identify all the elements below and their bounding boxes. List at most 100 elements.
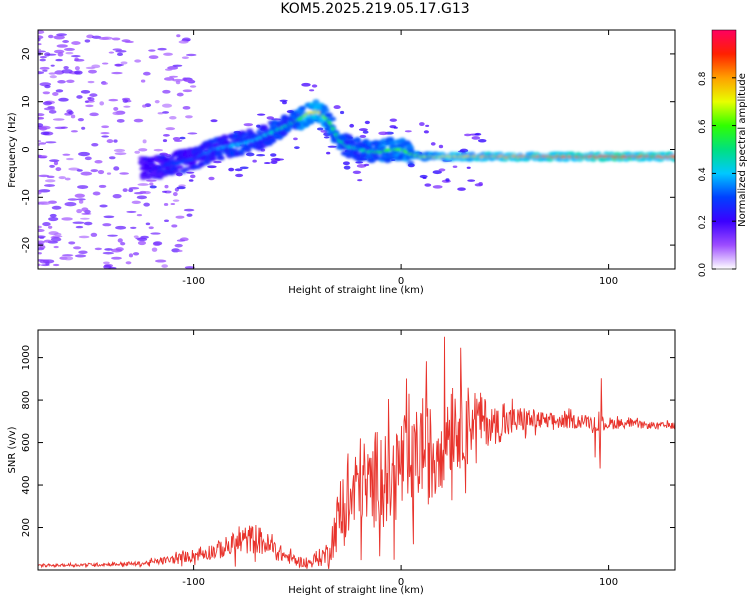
heatmap-cell <box>116 52 124 57</box>
heatmap-cell <box>181 56 189 59</box>
heatmap-cell <box>128 253 134 258</box>
heatmap-cell <box>140 79 146 83</box>
heatmap-ridge-cell <box>144 174 152 180</box>
heatmap-cell <box>44 84 51 89</box>
heatmap-cell <box>38 190 42 195</box>
y-tick-label: 200 <box>21 518 32 537</box>
heatmap-cell <box>42 221 51 227</box>
heatmap-cell <box>38 35 44 40</box>
heatmap-cell <box>164 68 173 71</box>
heatmap-cell <box>44 179 56 183</box>
heatmap-cell <box>136 195 148 200</box>
spectrogram-y-axis-label: Frequency (Hz) <box>7 112 18 188</box>
colorbar-tick-label: 0.6 <box>698 119 708 134</box>
heatmap-cell <box>72 246 82 250</box>
heatmap-cell <box>48 231 59 236</box>
heatmap-cell <box>151 247 158 252</box>
heatmap-cell <box>467 179 476 182</box>
heatmap-ridge-cell <box>322 107 330 113</box>
heatmap-ridge-cell <box>189 160 197 166</box>
heatmap-cell <box>70 114 76 119</box>
heatmap-cell <box>38 30 45 35</box>
heatmap-cell <box>113 166 120 171</box>
heatmap-cell <box>107 234 118 237</box>
heatmap-cell <box>274 158 285 161</box>
y-tick-label: 20 <box>21 48 32 61</box>
heatmap-cell <box>186 171 195 174</box>
heatmap-cell <box>162 111 170 114</box>
heatmap-cell <box>445 178 450 182</box>
heatmap-cell <box>362 130 369 134</box>
heatmap-cell <box>49 164 55 168</box>
heatmap-cell <box>101 135 109 138</box>
heatmap-cell <box>49 75 57 79</box>
heatmap-cell <box>46 53 57 56</box>
heatmap-cell <box>102 223 112 227</box>
heatmap-cell <box>112 193 122 199</box>
heatmap-cell <box>43 239 52 243</box>
x-tick-label: 100 <box>599 276 618 287</box>
heatmap-cell <box>68 167 80 171</box>
heatmap-cell <box>137 240 147 246</box>
spectrogram-ridge-layer <box>138 99 675 181</box>
heatmap-cell <box>138 148 148 152</box>
heatmap-cell <box>38 140 42 143</box>
heatmap-cell <box>63 47 75 51</box>
heatmap-cell <box>74 57 79 62</box>
heatmap-cell <box>48 159 60 163</box>
heatmap-ridge-cell <box>325 112 333 118</box>
heatmap-cell <box>94 159 103 164</box>
heatmap-cell <box>349 123 355 128</box>
heatmap-cell <box>179 136 186 140</box>
heatmap-cell <box>142 71 151 76</box>
heatmap-cell <box>38 240 45 245</box>
heatmap-cell <box>169 115 177 120</box>
heatmap-cell <box>243 123 254 127</box>
heatmap-cell <box>119 172 129 175</box>
heatmap-cell <box>355 161 364 164</box>
heatmap-cell <box>176 186 186 190</box>
heatmap-cell <box>154 259 167 263</box>
heatmap-cell <box>80 171 93 176</box>
heatmap-cell <box>139 190 147 194</box>
heatmap-cell <box>423 130 429 134</box>
heatmap-cell <box>68 110 74 115</box>
heatmap-cell <box>61 254 74 257</box>
heatmap-cell <box>143 202 150 207</box>
heatmap-cell <box>65 51 74 55</box>
heatmap-cell <box>38 225 43 229</box>
heatmap-cell <box>438 144 444 149</box>
heatmap-cell <box>187 132 198 135</box>
heatmap-cell <box>108 51 115 54</box>
heatmap-cell <box>117 238 123 243</box>
snr-y-axis-label: SNR (v/v) <box>7 426 18 473</box>
heatmap-cell <box>52 118 65 121</box>
heatmap-cell <box>464 133 472 137</box>
heatmap-cell <box>43 107 56 111</box>
heatmap-cell <box>106 172 112 175</box>
heatmap-cell <box>102 261 110 265</box>
snr-panel: -100 0 100 1000 800 600 400 200 Height of strai… <box>7 329 676 596</box>
x-tick-label: -100 <box>182 276 205 287</box>
heatmap-cell <box>38 228 45 233</box>
heatmap-cell <box>279 99 288 102</box>
heatmap-cell <box>189 85 197 88</box>
heatmap-cell <box>154 99 160 104</box>
heatmap-cell <box>148 226 154 230</box>
heatmap-cell <box>38 48 42 52</box>
heatmap-cell <box>58 97 69 102</box>
heatmap-cell <box>94 247 102 251</box>
heatmap-cell <box>49 213 57 218</box>
heatmap-cell <box>165 127 176 131</box>
heatmap-cell <box>39 259 50 264</box>
heatmap-cell <box>363 163 370 167</box>
heatmap-ridge-core <box>330 126 335 131</box>
heatmap-cell <box>115 50 127 53</box>
heatmap-cell <box>39 66 50 70</box>
heatmap-cell <box>422 176 427 180</box>
heatmap-cell <box>90 169 99 173</box>
heatmap-cell <box>77 185 89 189</box>
heatmap-cell <box>63 256 74 261</box>
